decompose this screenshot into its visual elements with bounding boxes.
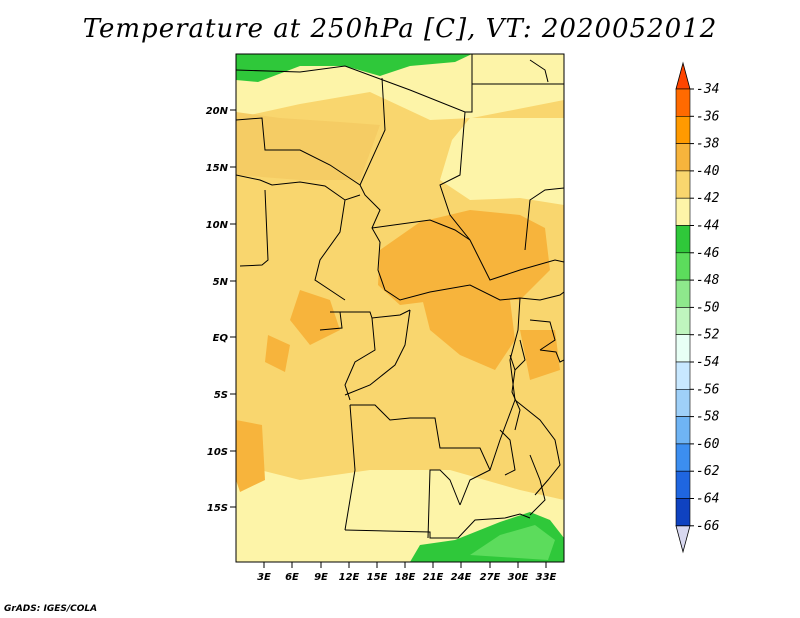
border-benin-nigeria — [239, 189, 269, 267]
colorbar-swatch — [675, 252, 691, 281]
border-tanzania — [514, 399, 561, 496]
colorbar-swatch — [675, 170, 691, 199]
border-nigeria-cameroon — [314, 199, 346, 301]
lon-label: 9E — [314, 572, 328, 583]
latitude-labels: 20N 15N 10N 5N EQ 5S 10S 15S — [206, 106, 229, 514]
lon-label: 24E — [451, 572, 472, 583]
lat-label: 10N — [206, 220, 229, 231]
colorbar-label: -52 — [696, 328, 720, 343]
lat-label: 10S — [207, 447, 228, 458]
border-congo-drc — [344, 309, 411, 396]
colorbar-swatch — [675, 143, 691, 172]
lat-label: 15N — [206, 163, 229, 174]
colorbar-swatch — [675, 470, 691, 499]
field-light-northeast — [440, 118, 564, 205]
colorbar-swatch — [675, 88, 691, 117]
coast-red-sea — [529, 59, 549, 83]
lon-label: 6E — [285, 572, 299, 583]
field-warm-core — [378, 210, 550, 305]
field-warm-southwest — [236, 420, 265, 492]
temperature-field — [236, 54, 564, 562]
border-libya-niger — [236, 54, 473, 113]
colorbar: -34 -36 -38 -40 -42 -44 -46 -48 -50 -52 -54 -56 -58 -… — [675, 61, 720, 554]
colorbar-label: -42 — [696, 191, 720, 206]
lon-label: 30E — [508, 572, 529, 583]
lon-label: 15E — [367, 572, 388, 583]
colorbar-label: -48 — [696, 273, 720, 288]
field-warm-east — [420, 285, 515, 370]
border-zambia-angola — [427, 469, 461, 539]
border-angola-west — [344, 404, 356, 531]
field-colder-south — [470, 525, 555, 560]
colorbar-label: -38 — [696, 137, 720, 152]
lon-label: 3E — [257, 572, 271, 583]
grads-credit: GrADS: IGES/COLA — [4, 604, 98, 614]
colorbar-label: -50 — [696, 300, 720, 315]
field-warm-lakes — [520, 330, 560, 380]
lon-label: 33E — [536, 572, 557, 583]
border-uganda-kenya — [529, 319, 556, 351]
colorbar-label: -66 — [696, 519, 720, 534]
map-frame — [235, 53, 565, 563]
longitude-labels: 3E 6E 9E 12E 15E 18E 21E 24E 27E 30E 33E — [257, 572, 556, 583]
border-angola-drc — [350, 404, 491, 506]
border-eq-guinea — [319, 311, 343, 331]
lat-label: 5N — [213, 277, 229, 288]
border-angola-south — [344, 513, 531, 539]
lon-label: 27E — [480, 572, 501, 583]
colorbar-swatch — [675, 307, 691, 335]
lon-label: 12E — [339, 572, 360, 583]
lake-kivu — [509, 354, 516, 371]
colorbar-label: -46 — [696, 246, 720, 261]
border-mali-niger — [236, 117, 361, 186]
colorbar-label: -60 — [696, 437, 720, 452]
colorbar-swatch — [675, 334, 691, 363]
border-malawi — [529, 454, 546, 516]
chart-title: Temperature at 250hPa [C], VT: 202005201… — [82, 14, 718, 44]
colorbar-label: -64 — [696, 492, 719, 507]
field-warm-gabon — [290, 290, 340, 345]
colorbar-label: -34 — [696, 82, 719, 97]
colorbar-swatch — [675, 197, 691, 226]
border-drc-east — [489, 297, 521, 471]
field-mid-north — [236, 112, 380, 180]
lat-label: 20N — [206, 106, 229, 117]
field-cold-north — [236, 54, 472, 82]
border-sudan-ethiopia — [524, 187, 564, 251]
colorbar-top-triangle — [675, 61, 691, 90]
border-lake-victoria — [539, 349, 564, 363]
lat-label: 5S — [214, 390, 228, 401]
lake-mweru — [499, 429, 516, 476]
colorbar-swatch — [675, 416, 691, 445]
colorbar-swatch — [675, 388, 691, 417]
field-light-north — [236, 54, 564, 120]
border-gabon-congo — [344, 317, 376, 401]
colorbar-label: -40 — [696, 164, 720, 179]
country-borders — [236, 54, 564, 539]
colorbar-label: -36 — [696, 109, 720, 124]
border-uganda-north — [519, 291, 564, 301]
colorbar-bottom-triangle — [675, 525, 691, 554]
colorbar-swatch — [675, 498, 691, 527]
colorbar-swatch — [675, 279, 691, 308]
lon-label: 21E — [423, 572, 444, 583]
colorbar-swatch — [675, 116, 691, 144]
border-car-south — [377, 241, 521, 301]
lat-label: EQ — [213, 333, 229, 344]
colorbar-swatch — [675, 443, 691, 472]
colorbar-label: -44 — [696, 219, 719, 234]
colorbar-label: -62 — [696, 464, 720, 479]
colorbar-label: -58 — [696, 410, 720, 425]
lat-label: 15S — [207, 503, 228, 514]
border-chad-car — [371, 219, 471, 241]
field-warm-coast — [265, 335, 290, 372]
lake-tanganyika — [511, 339, 526, 431]
lon-label: 18E — [395, 572, 416, 583]
colorbar-label: -54 — [696, 355, 719, 370]
colorbar-swatch — [675, 361, 691, 390]
colorbar-label: -56 — [696, 382, 720, 397]
colorbar-swatch — [675, 225, 691, 254]
axis-ticks — [230, 109, 547, 568]
